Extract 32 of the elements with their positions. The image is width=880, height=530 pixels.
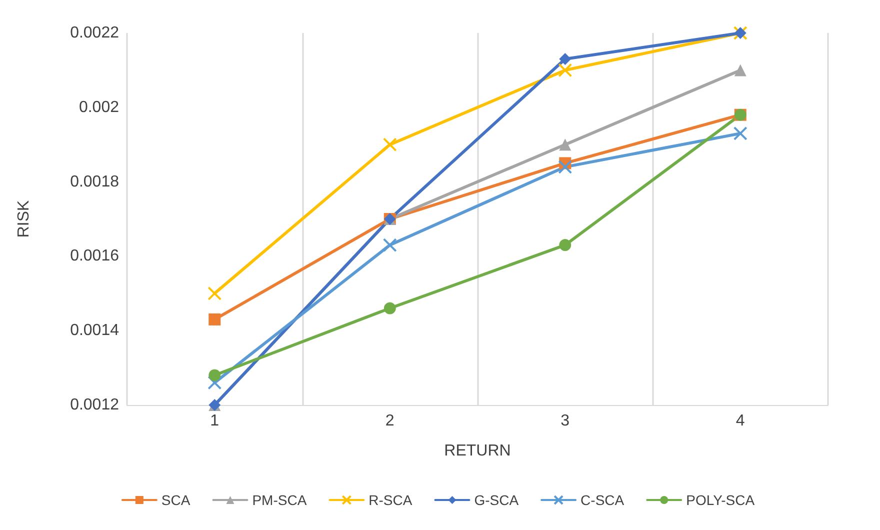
y-tick-label: 0.0012	[70, 396, 120, 414]
point	[734, 64, 746, 76]
point	[382, 238, 397, 252]
point	[208, 286, 222, 300]
y-tick-label: 0.002	[78, 98, 120, 116]
point	[384, 302, 396, 314]
point	[382, 138, 397, 152]
legend-label: R-SCA	[368, 492, 413, 508]
x-tick-label: 4	[736, 412, 745, 430]
x-tick-label: 1	[210, 412, 220, 430]
y-tick-label: 0.0018	[70, 173, 120, 190]
point	[559, 138, 572, 151]
y-tick-label: 0.0022	[70, 24, 120, 42]
point	[558, 63, 572, 78]
point	[208, 376, 222, 390]
legend-label: C-SCA	[580, 492, 625, 508]
legend-label: PM-SCA	[252, 492, 308, 508]
x-axis-title: RETURN	[444, 442, 511, 460]
x-tick-label: 2	[385, 412, 394, 430]
point	[208, 369, 221, 382]
point	[558, 160, 572, 174]
point	[559, 239, 572, 252]
point	[733, 126, 748, 140]
y-tick-label: 0.0014	[70, 322, 120, 340]
legend-label: SCA	[161, 492, 191, 508]
legend-label: G-SCA	[474, 492, 520, 508]
point	[559, 53, 572, 66]
x-tick-label: 3	[560, 412, 570, 430]
legend-label: POLY-SCA	[686, 492, 756, 508]
y-axis-title: RISK	[16, 200, 32, 238]
point	[208, 313, 221, 326]
y-tick-label: 0.0016	[70, 248, 120, 265]
